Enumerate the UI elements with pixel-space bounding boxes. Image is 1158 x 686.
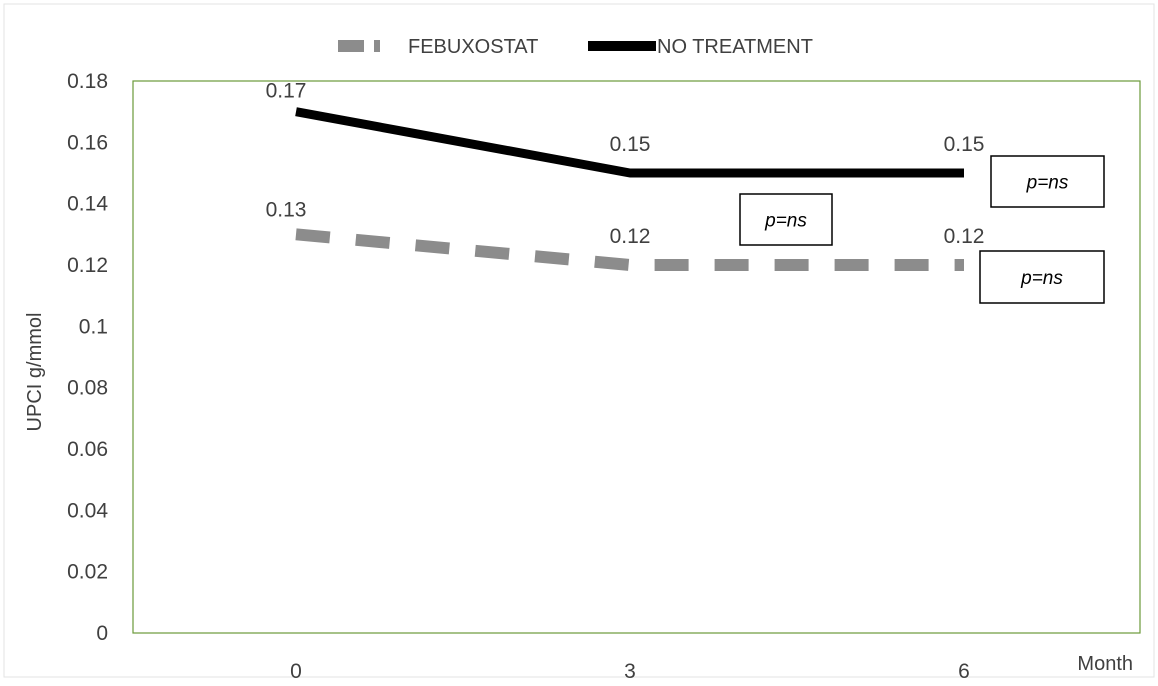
series-line-febuxostat	[295, 228, 964, 271]
data-label: 0.15	[610, 133, 651, 156]
annotation-box	[739, 193, 833, 246]
y-tick-label: 0.1	[79, 315, 108, 338]
figure-border	[3, 3, 1155, 678]
p-value-annotation: p=ns	[990, 155, 1105, 208]
annotation-text: p=ns	[1020, 268, 1063, 289]
data-label: 0.12	[944, 225, 985, 248]
annotation-box	[979, 250, 1105, 304]
data-label: 0.12	[610, 225, 651, 248]
x-axis-title: Month	[1077, 653, 1133, 675]
legend: FEBUXOSTAT NO TREATMENT	[338, 36, 813, 58]
legend-label-febuxostat: FEBUXOSTAT	[408, 36, 538, 58]
y-tick-label: 0.18	[67, 70, 108, 93]
x-tick-label: 3	[624, 660, 636, 681]
y-tick-label: 0.02	[67, 561, 108, 584]
legend-label-no-treatment: NO TREATMENT	[657, 36, 813, 58]
y-axis-title: UPCI g/mmol	[24, 313, 46, 432]
annotations: p=ns p=ns p=ns	[739, 155, 1105, 304]
series-layer	[295, 107, 964, 271]
plot-area	[132, 80, 1141, 634]
x-tick-label: 0	[290, 660, 302, 681]
data-label: 0.13	[266, 198, 307, 221]
x-tick-label: 6	[958, 660, 970, 681]
y-tick-label: 0.06	[67, 438, 108, 461]
y-tick-label: 0.14	[67, 193, 108, 216]
data-labels: 0.13 0.12 0.12 0.17 0.15 0.15	[266, 80, 985, 248]
annotation-text: p=ns	[764, 211, 807, 232]
y-tick-label: 0.08	[67, 377, 108, 400]
annotation-box	[990, 155, 1105, 208]
p-value-annotation: p=ns	[979, 250, 1105, 304]
y-tick-label: 0.04	[67, 499, 108, 522]
data-label: 0.15	[944, 133, 985, 156]
y-tick-label: 0.12	[67, 254, 108, 277]
y-tick-label: 0.16	[67, 131, 108, 154]
series-line-no-treatment	[295, 107, 964, 178]
x-axis: 0 3 6	[290, 660, 970, 683]
data-label: 0.17	[266, 80, 307, 103]
y-tick-label: 0	[96, 622, 108, 645]
annotation-text: p=ns	[1026, 173, 1069, 194]
y-axis: 0 0.02 0.04 0.06 0.08 0.1 0.12 0.14 0.16 0.18	[67, 70, 108, 645]
p-value-annotation: p=ns	[739, 193, 833, 246]
